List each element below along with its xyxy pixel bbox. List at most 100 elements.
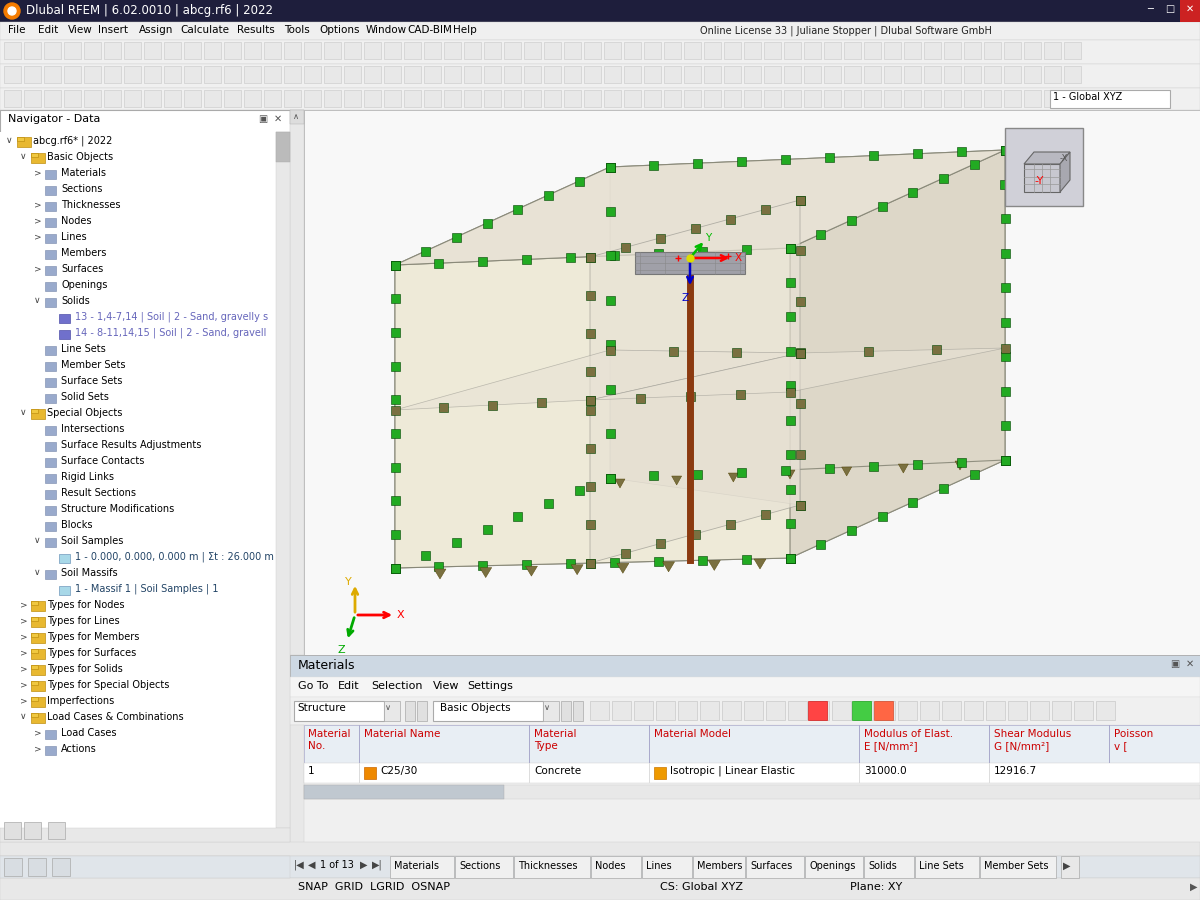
Bar (636, 393, 644, 402)
Bar (697, 248, 707, 256)
Bar (964, 90, 982, 107)
Bar (786, 519, 794, 528)
Bar (876, 701, 895, 720)
Text: 1 - Global XYZ: 1 - Global XYZ (1054, 92, 1122, 102)
Polygon shape (590, 200, 800, 563)
Bar (852, 701, 871, 720)
Bar (796, 297, 804, 306)
Bar (786, 554, 794, 562)
Bar (1001, 318, 1009, 327)
Bar (421, 551, 431, 560)
Bar (324, 42, 341, 59)
Text: ∨: ∨ (544, 703, 550, 712)
Bar (439, 403, 449, 412)
Bar (324, 90, 341, 107)
Bar (1001, 248, 1009, 257)
Text: CS: Global XYZ: CS: Global XYZ (660, 882, 743, 892)
Bar (276, 132, 290, 828)
Bar (586, 395, 594, 404)
Bar (421, 247, 431, 256)
Bar (606, 429, 614, 438)
Text: >: > (34, 216, 42, 225)
Bar (654, 249, 662, 258)
Bar (724, 90, 742, 107)
Bar (24, 822, 41, 839)
Bar (564, 90, 581, 107)
Bar (390, 530, 400, 539)
Bar (0, 110, 290, 842)
Text: Shear Modulus: Shear Modulus (994, 729, 1072, 739)
Bar (884, 90, 901, 107)
Bar (290, 110, 304, 124)
Bar (46, 362, 56, 371)
Bar (736, 390, 744, 399)
Text: ∨: ∨ (20, 712, 26, 721)
Bar (924, 42, 941, 59)
Text: Load Cases & Combinations: Load Cases & Combinations (47, 712, 184, 722)
Text: ✕: ✕ (1186, 4, 1194, 14)
Bar (484, 66, 502, 83)
Bar (635, 252, 745, 274)
Bar (944, 90, 961, 107)
Bar (786, 450, 794, 459)
Bar (536, 398, 546, 407)
Bar (244, 42, 262, 59)
Bar (742, 246, 751, 255)
Bar (786, 244, 794, 253)
Bar (31, 713, 46, 723)
Bar (854, 701, 874, 720)
Text: >: > (34, 744, 42, 753)
Bar (504, 42, 521, 59)
Bar (522, 255, 532, 264)
Bar (908, 498, 917, 507)
Bar (844, 90, 862, 107)
Bar (390, 563, 400, 572)
Text: Isotropic | Linear Elastic: Isotropic | Linear Elastic (670, 766, 796, 777)
Bar (0, 110, 290, 132)
Bar (586, 253, 594, 262)
Text: Line Sets: Line Sets (61, 344, 106, 354)
Bar (290, 655, 1200, 900)
Bar (124, 42, 142, 59)
Bar (44, 42, 61, 59)
Bar (586, 559, 594, 568)
Bar (384, 701, 400, 721)
Bar (0, 64, 1200, 88)
Text: Surface Results Adjustments: Surface Results Adjustments (61, 440, 202, 450)
Bar (737, 467, 746, 476)
Text: Materials: Materials (394, 861, 439, 871)
Bar (304, 763, 1200, 783)
Bar (324, 66, 341, 83)
Bar (390, 563, 400, 572)
Bar (742, 554, 751, 563)
Bar (786, 554, 794, 562)
Bar (1140, 0, 1160, 22)
Bar (390, 260, 400, 269)
Text: Type: Type (534, 741, 558, 751)
Bar (304, 785, 1200, 799)
Bar (59, 554, 70, 563)
Bar (700, 701, 719, 720)
Bar (786, 388, 794, 397)
Bar (24, 90, 41, 107)
Bar (786, 382, 794, 391)
Text: Options: Options (319, 25, 360, 35)
Bar (1052, 701, 1072, 720)
Bar (796, 195, 804, 204)
Bar (1001, 284, 1009, 292)
Bar (244, 90, 262, 107)
Bar (0, 878, 1200, 900)
Text: 1 - 0.000, 0.000, 0.000 m | Σt : 26.000 m: 1 - 0.000, 0.000, 0.000 m | Σt : 26.000 … (74, 552, 274, 562)
Bar (586, 406, 594, 415)
Bar (64, 66, 82, 83)
Text: □: □ (1165, 4, 1175, 14)
Bar (786, 244, 794, 253)
Text: Actions: Actions (61, 744, 97, 754)
Bar (514, 856, 590, 878)
Text: Edit: Edit (38, 25, 59, 35)
Bar (904, 90, 922, 107)
Bar (764, 90, 781, 107)
Bar (364, 66, 382, 83)
Text: Calculate: Calculate (180, 25, 229, 35)
Bar (46, 490, 56, 499)
